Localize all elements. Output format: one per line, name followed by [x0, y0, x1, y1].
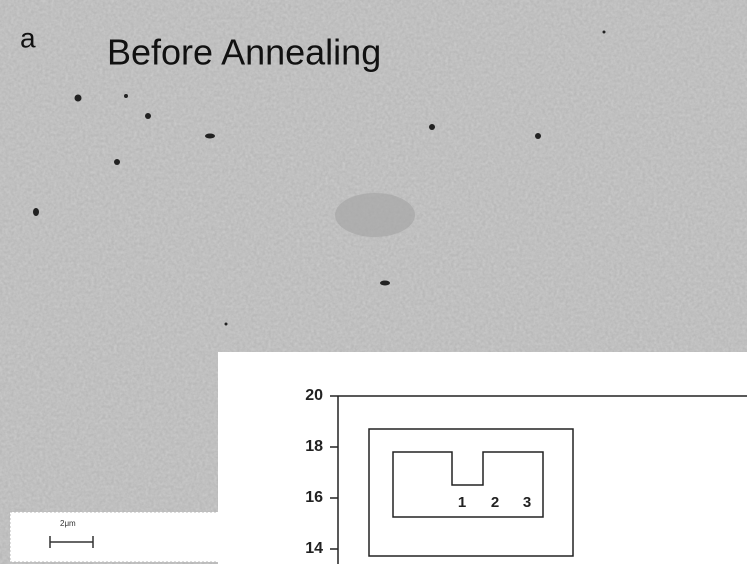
scale-bar-label: 2μm — [60, 519, 76, 528]
title: Before Annealing — [107, 32, 381, 73]
y-tick-label: 14 — [305, 540, 323, 557]
y-tick-label: 20 — [305, 387, 323, 404]
region-label: 3 — [523, 494, 531, 511]
scale-bar-box: 2μm — [10, 512, 220, 562]
dark-region — [335, 193, 415, 237]
y-tick-label: 18 — [305, 438, 323, 455]
panel-label: a — [20, 22, 36, 53]
region-label: 2 — [491, 494, 499, 511]
y-tick-label: 16 — [305, 489, 323, 506]
region-label: 1 — [458, 494, 466, 511]
figure: a Before Annealing 2μm 20181614123 — [0, 0, 747, 564]
